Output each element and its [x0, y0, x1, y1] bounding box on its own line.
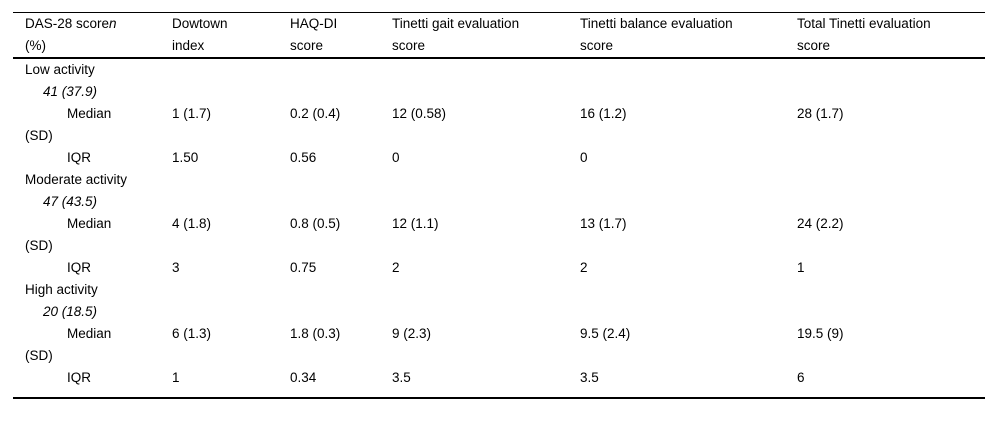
row-label: Median (SD) [25, 326, 112, 363]
row-label: IQR [67, 370, 92, 385]
col-header-das28: DAS-28 scoren (%) [13, 12, 160, 59]
col-header-haqdi-line2: score [290, 38, 324, 53]
value-cell [785, 147, 985, 169]
col-header-tinetti-balance-line1: Tinetti balance evaluation [580, 16, 733, 31]
section-header: Low activity [25, 62, 95, 77]
value-cell: 0 [580, 150, 588, 165]
value-cell: 9 (2.3) [392, 326, 432, 341]
section-n-percent: 20 (18.5) [43, 304, 98, 319]
value-cell: 1.50 [172, 150, 199, 165]
col-header-das28-line2: (%) [25, 38, 46, 53]
row-label-cell: Median (SD) [13, 103, 160, 147]
value-cell: 9.5 (2.4) [580, 326, 631, 341]
value-cell: 4 (1.8) [172, 216, 212, 231]
row-label-cell: Median (SD) [13, 323, 160, 367]
median-row-moderate: Median (SD) 4 (1.8) 0.8 (0.5) 12 (1.1) 1… [13, 213, 985, 257]
col-header-dowtown-index: Dowtown index [160, 12, 278, 59]
value-cell: 1.8 (0.3) [290, 326, 341, 341]
value-cell: 24 (2.2) [797, 216, 844, 231]
value-cell: 0.56 [290, 150, 317, 165]
npct-row-moderate: 47 (43.5) [13, 191, 985, 213]
value-cell: 19.5 (9) [797, 326, 844, 341]
value-cell: 1 [172, 370, 180, 385]
value-cell: 16 (1.2) [580, 106, 627, 121]
value-cell: 2 [392, 260, 400, 275]
col-header-tinetti-total-line1: Total Tinetti evaluation [797, 16, 931, 31]
value-cell: 28 (1.7) [797, 106, 844, 121]
col-header-tinetti-gait: Tinetti gait evaluation score [380, 12, 568, 59]
value-cell: 13 (1.7) [580, 216, 627, 231]
table-header: DAS-28 scoren (%) Dowtown index HAQ-DI s… [13, 12, 985, 59]
section-n-percent: 41 (37.9) [43, 84, 98, 99]
section-row-moderate: Moderate activity [13, 169, 985, 191]
col-header-haqdi: HAQ-DI score [278, 12, 380, 59]
col-header-dowtown-line2: index [172, 38, 205, 53]
col-header-tinetti-total: Total Tinetti evaluation score [785, 12, 985, 59]
value-cell: 3.5 [392, 370, 411, 385]
value-cell: 1 (1.7) [172, 106, 212, 121]
col-header-tinetti-balance-line2: score [580, 38, 614, 53]
iqr-row-low: IQR 1.50 0.56 0 0 [13, 147, 985, 169]
section-header: High activity [25, 282, 98, 297]
iqr-row-moderate: IQR 3 0.75 2 2 1 [13, 257, 985, 279]
value-cell: 6 [797, 370, 805, 385]
npct-row-high: 20 (18.5) [13, 301, 985, 323]
row-label-cell: IQR [13, 257, 160, 279]
row-label: Median (SD) [25, 216, 112, 253]
col-header-das28-text: DAS-28 score [25, 16, 110, 31]
value-cell: 0.34 [290, 370, 317, 385]
iqr-row-high: IQR 1 0.34 3.5 3.5 6 [13, 367, 985, 398]
value-cell: 0.2 (0.4) [290, 106, 341, 121]
row-label-cell: Median (SD) [13, 213, 160, 257]
value-cell: 1 [797, 260, 805, 275]
section-header: Moderate activity [25, 172, 128, 187]
value-cell: 0.75 [290, 260, 317, 275]
median-row-high: Median (SD) 6 (1.3) 1.8 (0.3) 9 (2.3) 9.… [13, 323, 985, 367]
row-label-cell: IQR [13, 147, 160, 169]
col-header-tinetti-gait-line1: Tinetti gait evaluation [392, 16, 520, 31]
col-header-dowtown-line1: Dowtown [172, 16, 228, 31]
npct-row-low: 41 (37.9) [13, 81, 985, 103]
col-header-tinetti-total-line2: score [797, 38, 831, 53]
row-label-cell: IQR [13, 367, 160, 398]
col-header-tinetti-balance: Tinetti balance evaluation score [568, 12, 785, 59]
median-row-low: Median (SD) 1 (1.7) 0.2 (0.4) 12 (0.58) … [13, 103, 985, 147]
col-header-haqdi-line1: HAQ-DI [290, 16, 338, 31]
value-cell: 3 [172, 260, 180, 275]
value-cell: 0 [392, 150, 400, 165]
col-header-tinetti-gait-line2: score [392, 38, 426, 53]
value-cell: 12 (1.1) [392, 216, 439, 231]
value-cell: 3.5 [580, 370, 599, 385]
section-row-low: Low activity [13, 58, 985, 81]
value-cell: 2 [580, 260, 588, 275]
col-header-das28-line1: DAS-28 scoren [25, 13, 158, 35]
value-cell: 12 (0.58) [392, 106, 447, 121]
row-label: Median (SD) [25, 106, 112, 143]
row-label: IQR [67, 260, 92, 275]
row-label: IQR [67, 150, 92, 165]
value-cell: 6 (1.3) [172, 326, 212, 341]
section-row-high: High activity [13, 279, 985, 301]
col-header-das28-n: n [109, 16, 117, 31]
header-row: DAS-28 scoren (%) Dowtown index HAQ-DI s… [13, 12, 985, 59]
section-n-percent: 47 (43.5) [43, 194, 98, 209]
results-table-container: DAS-28 scoren (%) Dowtown index HAQ-DI s… [13, 12, 985, 399]
value-cell: 0.8 (0.5) [290, 216, 341, 231]
table-body: Low activity 41 (37.9) Median (SD) 1 (1.… [13, 58, 985, 398]
results-table: DAS-28 scoren (%) Dowtown index HAQ-DI s… [13, 12, 985, 399]
